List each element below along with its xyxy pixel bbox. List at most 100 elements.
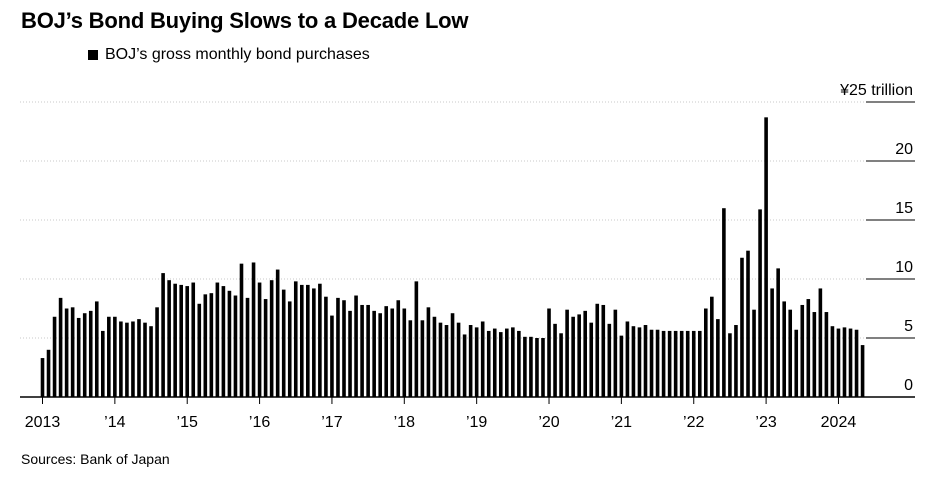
y-tick-label: 5 [904,318,913,335]
bar [384,306,389,397]
bar [637,327,642,397]
bar [710,296,714,397]
bars [40,117,865,397]
bar [287,301,292,397]
bar [728,333,732,397]
bar [107,316,111,397]
bar [70,307,75,397]
source-note: Sources: Bank of Japan [21,451,170,467]
legend-label: BOJ’s gross monthly bond purchases [105,46,370,63]
bar [137,319,141,397]
bar [155,307,159,397]
bar [619,335,624,397]
bar [547,308,551,397]
bar [444,325,449,397]
bar [788,309,793,397]
bar [245,297,250,397]
bar [631,326,636,397]
bar [559,333,563,397]
bar [76,317,81,397]
x-tick-label: ’16 [249,414,270,431]
x-axis: 2013 ’14 ’15 ’16 ’17 ’18 ’19 ’20 ’21 ’22 ’23 2024 [25,397,857,431]
bar [800,304,805,397]
x-tick-label: ’15 [177,414,198,431]
x-tick-label: 2024 [821,414,857,431]
bar [480,321,485,397]
bar [372,310,376,397]
legend: BOJ’s gross monthly bond purchases [88,46,370,64]
bar [577,314,581,397]
bar [716,319,720,397]
bar [179,284,183,397]
bar [770,288,774,397]
bar [426,307,431,397]
x-tick-label: ’20 [538,414,559,431]
bar [794,329,799,397]
bar [251,262,256,397]
bar [498,332,503,397]
bar [450,313,455,397]
y-axis: 0 5 10 15 20 ¥25 trillion [839,82,913,394]
bar [46,349,51,397]
bar [312,288,316,397]
bar [541,338,545,397]
bar [571,316,575,397]
y-tick-label: 15 [895,200,913,217]
bar [318,283,322,397]
bar [613,309,618,397]
bar [360,304,364,397]
bar [197,303,202,397]
bar [143,322,147,397]
bar [101,330,105,397]
bar [438,322,443,397]
bar [486,330,491,397]
bar [830,326,835,397]
bar [595,303,600,397]
bar [402,308,407,397]
x-tick-label: ’19 [466,414,487,431]
bar [842,327,847,397]
bar [408,320,413,397]
x-tick-label: ’17 [321,414,342,431]
bar [119,321,123,397]
x-tick-label: ’23 [755,414,776,431]
bar [734,325,738,397]
bar [553,323,557,397]
bar [227,290,232,397]
gridlines [20,101,915,398]
bar [607,323,612,397]
bar [336,297,340,397]
bar [746,250,750,397]
bar [257,282,262,397]
bar [432,316,437,397]
bar [64,308,69,397]
bar [348,310,352,397]
bar [354,295,358,397]
bar [125,322,129,397]
x-tick-label: 2013 [25,414,61,431]
bar [806,299,811,397]
bar [685,330,690,397]
bar [529,336,533,397]
bar [149,326,153,397]
bar [131,321,135,397]
bar [269,280,274,397]
bar [293,281,298,397]
bar [649,329,654,397]
bar [860,345,865,397]
bar [764,117,768,397]
bar [40,358,45,397]
bar [505,328,509,397]
bar [306,284,310,397]
bar [88,310,93,397]
bar [378,313,382,397]
bar [191,282,196,397]
bar [704,308,708,397]
bar [697,330,702,397]
bar [758,209,762,397]
bar [523,336,527,397]
bar [812,312,817,397]
bar [342,300,346,397]
bar [414,281,419,397]
